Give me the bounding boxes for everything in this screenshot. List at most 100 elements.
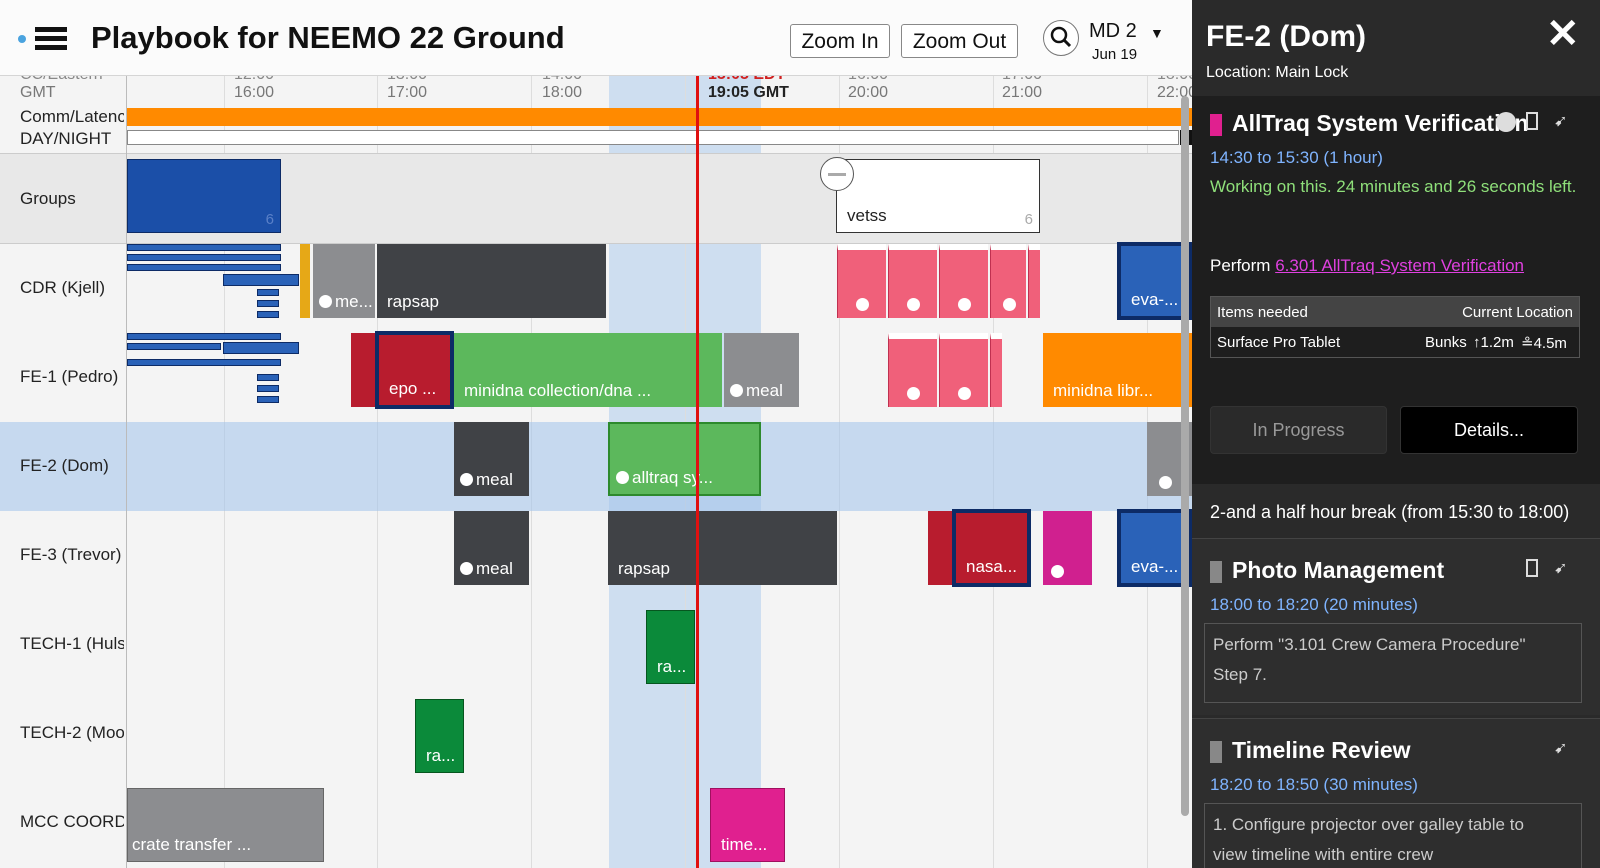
fe1-minidna-label: minidna collection/dna ... — [464, 381, 652, 400]
pink-task-block[interactable] — [939, 333, 988, 407]
procedure-link[interactable]: 6.301 AllTraq System Verification — [1275, 256, 1525, 275]
cdr-rapsap-label: rapsap — [387, 292, 439, 311]
fe3-meal-label: meal — [476, 559, 513, 578]
subtask-bar[interactable] — [127, 343, 221, 350]
row-label-fe1[interactable]: FE-1 (Pedro) — [20, 367, 119, 386]
eastern-tick: 16:00 — [848, 76, 888, 84]
item-distance-up: ↑1.2m — [1473, 334, 1514, 351]
row-label-groups: Groups — [20, 189, 76, 208]
pink-task-block[interactable] — [939, 244, 988, 318]
pin-icon[interactable]: ➹ — [1554, 740, 1568, 757]
cdr-meal-block[interactable]: me... — [313, 244, 375, 318]
pin-icon[interactable]: ➹ — [1554, 560, 1568, 577]
menu-icon[interactable] — [35, 27, 67, 51]
chevron-down-icon[interactable]: ▼ — [1150, 25, 1164, 41]
search-button[interactable] — [1043, 20, 1079, 56]
pink-task-block[interactable] — [888, 244, 937, 318]
subtask-bar[interactable] — [257, 311, 279, 318]
tech2-ra-block[interactable]: ra... — [415, 699, 464, 773]
fe3-nasa-block[interactable]: nasa... — [952, 509, 1031, 587]
zoom-out-button[interactable]: Zoom Out — [901, 24, 1018, 58]
tech1-ra-block[interactable]: ra... — [646, 610, 695, 684]
mcc-crate-label: crate transfer ... — [132, 835, 252, 854]
fe3-meal-block[interactable]: meal — [454, 511, 529, 585]
subtask-bar[interactable] — [223, 274, 299, 286]
mcc-crate-block[interactable]: crate transfer ... — [127, 788, 324, 862]
eastern-tick: 14:00 — [542, 76, 582, 84]
mission-day-selector[interactable]: MD 2 — [1089, 20, 1137, 42]
subtask-bar[interactable] — [257, 385, 279, 392]
subtask-bar[interactable] — [257, 374, 279, 381]
pink-task-block[interactable] — [888, 333, 937, 407]
pin-icon[interactable]: ➹ — [1554, 113, 1568, 130]
subtask-bar[interactable] — [223, 342, 299, 354]
fe2-meal-block[interactable]: meal — [454, 422, 529, 496]
pink-task-block[interactable] — [837, 244, 886, 318]
location-header: Current Location — [1462, 304, 1573, 321]
mcc-time-block[interactable]: time... — [710, 788, 785, 862]
tech1-ra-label: ra... — [657, 657, 687, 676]
fe1-minidna-block[interactable]: minidna collection/dna ... — [454, 333, 722, 407]
row-label-mcc[interactable]: MCC COORD — [20, 812, 124, 831]
photo-note-line: Step 7. — [1213, 665, 1267, 684]
document-icon[interactable] — [1526, 559, 1538, 577]
review-activity-card: Timeline Review ➹ 18:20 to 18:50 (30 min… — [1192, 718, 1600, 868]
photo-activity-time: 18:00 to 18:20 (20 minutes) — [1210, 595, 1418, 614]
timeline-area[interactable]: CC/Eastern 12:00 13:00 14:00 15:05 EDT 1… — [0, 76, 1192, 868]
current-activity-time: 14:30 to 15:30 (1 hour) — [1210, 148, 1383, 167]
activity-block[interactable] — [351, 333, 377, 407]
pink-task-block[interactable] — [990, 244, 1026, 318]
fe3-eva-block[interactable]: eva-... — [1117, 509, 1192, 587]
fe1-minidna-library-block[interactable]: minidna libr... — [1043, 333, 1192, 407]
review-activity-title: Timeline Review — [1232, 737, 1411, 763]
collapse-group-icon[interactable] — [820, 157, 854, 191]
subtask-bar[interactable] — [127, 264, 281, 271]
magenta-task-block[interactable] — [1043, 511, 1092, 585]
details-button[interactable]: Details... — [1400, 406, 1578, 454]
fe2-alltraq-block[interactable]: alltraq sy... — [608, 422, 761, 496]
subtask-bar[interactable] — [127, 333, 281, 340]
zoom-in-button[interactable]: Zoom In — [790, 24, 890, 58]
crew-detail-panel: FE-2 (Dom) Location: Main Lock ✕ AllTraq… — [1192, 0, 1600, 868]
subtask-bar[interactable] — [127, 254, 281, 261]
fe3-rapsap-block[interactable]: rapsap — [608, 511, 837, 585]
gmt-tick: 17:00 — [387, 84, 428, 101]
app-header: Playbook for NEEMO 22 Ground Zoom In Zoo… — [0, 0, 1192, 76]
close-icon[interactable]: ✕ — [1546, 12, 1580, 56]
subtask-bar[interactable] — [257, 300, 279, 307]
row-label-tech2[interactable]: TECH-2 (Moore) — [20, 723, 124, 742]
review-note-line: 1. Configure projector over galley table… — [1213, 815, 1524, 834]
in-progress-button[interactable]: In Progress — [1210, 406, 1387, 454]
activity-block[interactable] — [928, 511, 954, 585]
subtask-bar[interactable] — [257, 289, 279, 296]
cdr-rapsap-block[interactable]: rapsap — [377, 244, 606, 318]
cdr-eva-block[interactable]: eva-... — [1117, 242, 1192, 320]
photo-note-line: Perform "3.101 Crew Camera Procedure" — [1213, 635, 1526, 654]
subtask-bar[interactable] — [127, 244, 281, 251]
activity-color-marker — [1210, 561, 1222, 583]
fe1-meal-block[interactable]: meal — [724, 333, 799, 407]
vertical-scrollbar[interactable] — [1181, 96, 1189, 816]
subtask-bar[interactable] — [257, 396, 279, 403]
perform-line: Perform 6.301 AllTraq System Verificatio… — [1210, 256, 1524, 276]
review-note-box: 1. Configure projector over galley table… — [1204, 803, 1582, 868]
group-block[interactable]: 6 — [127, 159, 281, 233]
document-icon[interactable] — [1526, 112, 1538, 130]
fe1-epo-block[interactable]: epo ... — [375, 331, 454, 409]
row-label-fe3[interactable]: FE-3 (Trevor) — [20, 545, 122, 564]
item-location: Bunks — [1425, 334, 1467, 351]
vetss-group-block[interactable]: vetss 6 — [836, 159, 1040, 233]
row-label-fe2[interactable]: FE-2 (Dom) — [20, 456, 109, 475]
row-label-cdr[interactable]: CDR (Kjell) — [20, 278, 105, 297]
activity-block[interactable] — [300, 244, 310, 318]
pink-task-block[interactable] — [1028, 244, 1040, 318]
mcc-time-label: time... — [721, 835, 768, 854]
subtask-bar[interactable] — [127, 359, 281, 366]
pink-task-block[interactable] — [990, 333, 1002, 407]
cdr-meal-label: me... — [335, 292, 373, 311]
table-row[interactable]: Surface Pro Tablet Bunks ↑1.2m ≗4.5m — [1211, 327, 1579, 357]
items-table-header: Items needed Current Location — [1211, 297, 1579, 327]
row-label-tech1[interactable]: TECH-1 (Hulse) — [20, 634, 124, 653]
review-note-line: view timeline with entire crew — [1213, 845, 1434, 864]
current-activity-card: AllTraq System Verification ➹ 14:30 to 1… — [1192, 96, 1600, 484]
